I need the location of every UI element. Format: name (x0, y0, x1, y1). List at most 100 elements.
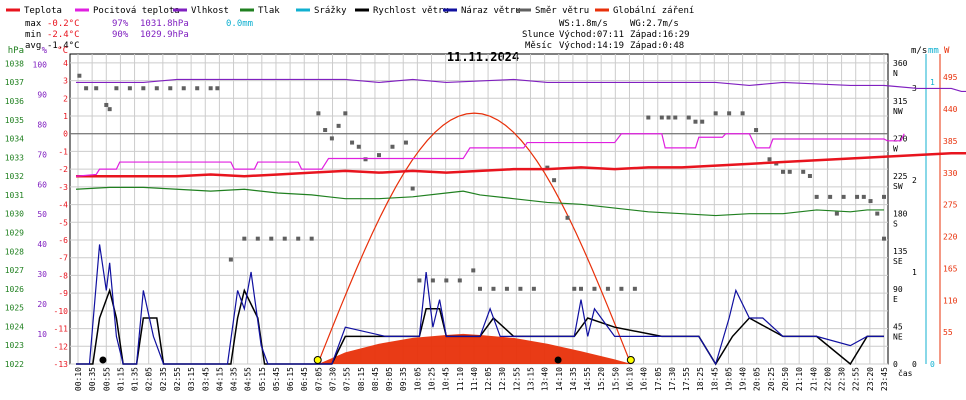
wind-direction-point (545, 165, 550, 170)
direction-tick: N (893, 69, 898, 78)
wind-direction-point (444, 278, 449, 283)
wind-direction-point (646, 115, 651, 120)
wind-direction-point (592, 286, 597, 291)
legend: Teplota Pocitová teplota Vlhkost Tlak Srážky… (6, 6, 694, 16)
x-tick-label: 10:25 (428, 367, 437, 391)
wind-tick: 1 (912, 268, 917, 277)
pressure-tick: 1035 (5, 116, 24, 125)
legend-label: Směr větru (535, 6, 589, 16)
humidity-tick: 60 (37, 180, 47, 189)
humidity-tick: 100 (33, 60, 48, 69)
x-tick-label: 18:25 (696, 367, 705, 391)
wind-direction-point (215, 86, 220, 91)
x-tick-label: 00:10 (74, 367, 83, 391)
wind-direction-point (814, 194, 819, 199)
temperature-tick: 3 (63, 77, 68, 86)
stat-max-temp: -0.2°C (47, 19, 80, 29)
temperature-tick: 2 (63, 94, 68, 103)
wind-direction-point (754, 128, 759, 133)
wind-direction-point (430, 278, 435, 283)
x-tick-label: 00:55 (102, 367, 111, 391)
radiation-tick: 55 (943, 328, 953, 337)
wind-axis-label: m/s (911, 46, 927, 56)
moon-marker (554, 356, 562, 364)
direction-tick: SE (893, 257, 903, 266)
direction-tick: NE (893, 332, 903, 341)
series-line (75, 186, 884, 217)
stat-max-rain: 0.0mm (226, 19, 253, 29)
temperature-tick: 4 (63, 59, 68, 68)
pressure-axis-label: hPa (8, 46, 24, 56)
wind-direction-point (875, 211, 880, 216)
chart-title: 11.11.2024 (447, 50, 519, 64)
x-tick-label: 07:05 (314, 367, 323, 391)
axes: hPa1022102310241025102610271028102910301… (5, 46, 958, 369)
legend-label: Pocitová teplota (93, 6, 180, 16)
humidity-tick: 80 (37, 120, 47, 129)
wind-direction-point (619, 286, 624, 291)
stat-min-hum: 90% (112, 30, 129, 40)
stat-max-hum: 97% (112, 19, 129, 29)
wind-direction-point (801, 169, 806, 174)
direction-tick: E (893, 295, 898, 304)
x-tick-label: 01:15 (116, 367, 125, 391)
wind-direction-point (579, 286, 583, 291)
wind-direction-point (309, 236, 314, 241)
direction-tick: S (893, 220, 898, 229)
x-tick-label: 14:35 (569, 367, 578, 391)
temperature-tick: -4 (58, 201, 68, 210)
temperature-tick: -10 (54, 307, 69, 316)
radiation-tick: 165 (943, 264, 958, 273)
wind-direction-point (228, 257, 233, 262)
x-tick-label: 13:15 (526, 367, 535, 391)
sun-curve (317, 112, 632, 365)
wind-direction-point (350, 140, 355, 145)
wind-direction-point (269, 236, 274, 241)
temperature-tick: -13 (54, 360, 69, 369)
humidity-tick: 50 (37, 210, 47, 219)
pressure-tick: 1028 (5, 247, 24, 256)
radiation-tick: 330 (943, 169, 958, 178)
temperature-tick: -11 (54, 325, 69, 334)
wind-direction-point (478, 286, 482, 291)
x-tick-label: 02:35 (159, 367, 168, 391)
wind-direction-point (336, 123, 341, 128)
wind-direction-point (195, 86, 200, 91)
x-tick-label: 20:25 (767, 367, 776, 391)
x-tick-label: 07:30 (329, 367, 338, 391)
wind-direction-point (605, 286, 610, 291)
x-tick-label: 20:50 (781, 367, 790, 391)
x-tick-label: 13:40 (541, 367, 550, 391)
wind-direction-point (343, 111, 348, 116)
legend-label: Teplota (24, 6, 62, 16)
humidity-tick: 70 (37, 150, 47, 159)
wind-direction-point (208, 86, 213, 91)
x-tick-label: 06:15 (286, 367, 295, 391)
pressure-tick: 1025 (5, 304, 24, 313)
wind-tick: 2 (912, 176, 917, 185)
wind-direction-point (727, 111, 732, 116)
radiation-tick: 110 (943, 296, 958, 305)
wind-direction-point (841, 194, 846, 199)
x-tick-label: 17:55 (682, 367, 691, 391)
wind-direction-point (504, 286, 509, 291)
temperature-tick: -12 (54, 342, 69, 351)
rain-axis-label: mm (928, 46, 939, 56)
rain-tick: 0 (930, 360, 935, 369)
wind-direction-point (84, 86, 89, 91)
wind-direction-point (363, 157, 368, 162)
wind-direction-point (107, 107, 112, 112)
wind-direction-point (377, 153, 381, 158)
temperature-axis-label: °C (57, 46, 68, 56)
direction-tick: 135 (893, 247, 908, 256)
pressure-tick: 1023 (5, 341, 24, 350)
radiation-tick: 385 (943, 137, 958, 146)
grid: 00:10 00:35 00:55 01:15 01:35 02:05 02:35 02:55… (69, 53, 889, 391)
rain-tick: 1 (930, 78, 935, 87)
wind-direction-point (296, 236, 301, 241)
wind-direction-point (491, 286, 496, 291)
wind-direction-point (154, 86, 159, 91)
direction-tick: 0 (893, 360, 898, 369)
x-tick-label: 09:05 (385, 367, 394, 391)
stat-avg-label: avg (25, 41, 41, 51)
